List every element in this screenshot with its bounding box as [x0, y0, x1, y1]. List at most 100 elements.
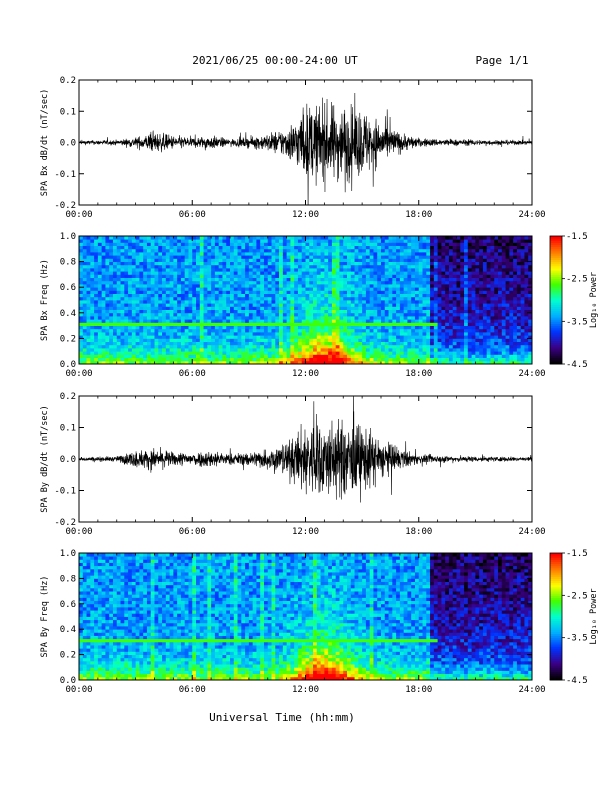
spectrogram-cell [365, 351, 371, 355]
spectrogram-cell [509, 344, 514, 349]
spectrogram-cell [188, 341, 193, 346]
spectrogram-cell [105, 296, 110, 301]
spectrogram-cell [86, 354, 91, 358]
spectrogram-cell [392, 328, 397, 333]
spectrogram-cell [290, 287, 295, 291]
spectrogram-cell [369, 239, 374, 243]
spectrogram-cell [520, 312, 525, 317]
spectrogram-cell [388, 351, 393, 355]
spectrogram-cell [105, 338, 110, 342]
x-tick-label: 06:00 [179, 210, 206, 220]
spectrogram-cell [211, 309, 216, 314]
spectrogram-cell [256, 319, 261, 323]
spectrogram-cell [456, 242, 461, 246]
spectrogram-cell [494, 255, 499, 259]
spectrogram-cell [373, 319, 378, 323]
spectrogram-cell [79, 328, 84, 333]
spectrogram-cell [516, 258, 522, 262]
spectrogram-cell [358, 360, 363, 365]
spectrogram-cell [403, 335, 408, 339]
spectrogram-cell [479, 332, 484, 336]
spectrogram-cell [245, 354, 250, 358]
spectrogram-cell [320, 296, 325, 301]
spectrogram-cell [79, 332, 84, 336]
spectrogram-cell [188, 290, 193, 294]
spectrogram-cell [418, 300, 423, 304]
spectrogram-cell [237, 258, 242, 262]
spectrogram-cell [86, 303, 91, 307]
spectrogram-cell [177, 255, 182, 259]
spectrogram-cell [335, 319, 340, 323]
spectrogram-cell [196, 357, 201, 362]
spectrogram-cell [399, 261, 405, 266]
spectrogram-cell [509, 335, 514, 339]
spectrogram-cell [464, 312, 469, 317]
spectrogram-cell [245, 242, 250, 246]
spectrogram-cell [516, 312, 522, 317]
spectrogram-cell [222, 316, 227, 320]
spectrogram-cell [467, 261, 472, 266]
spectrogram-cell [392, 341, 397, 346]
spectrogram-cell [452, 268, 457, 272]
spectrogram-cell [403, 261, 408, 266]
spectrogram-cell [248, 280, 254, 285]
spectrogram-cell [192, 338, 197, 342]
y-axis-label: SPA Bx dB/dt (nT/sec) [40, 89, 50, 196]
spectrogram-cell [339, 338, 344, 342]
spectrogram-cell [199, 357, 204, 362]
colorbar-swatch [550, 285, 562, 288]
spectrogram-cell [414, 335, 420, 339]
spectrogram-cell [354, 316, 359, 320]
spectrogram-cell [203, 300, 208, 304]
spectrogram-cell [101, 245, 106, 250]
spectrogram-cell [430, 280, 435, 285]
spectrogram-cell [97, 344, 103, 349]
spectrogram-cell [256, 296, 261, 301]
spectrogram-cell [150, 284, 155, 288]
spectrogram-cell [271, 287, 276, 291]
spectrogram-cell [105, 348, 110, 352]
spectrogram-cell [324, 341, 329, 346]
spectrogram-cell [199, 268, 204, 272]
spectrogram-cell [460, 303, 465, 307]
spectrogram-cell [241, 277, 246, 282]
spectrogram-cell [290, 316, 295, 320]
spectrogram-cell [490, 303, 495, 307]
spectrogram-cell [335, 290, 340, 294]
spectrogram-cell [339, 348, 344, 352]
spectrogram-cell [188, 248, 193, 253]
spectrogram-cell [320, 268, 325, 272]
spectrogram-cell [252, 258, 257, 262]
spectrogram-cell [241, 341, 246, 346]
spectrogram-cell [196, 239, 201, 243]
spectrogram-cell [256, 242, 261, 246]
spectrogram-cell [154, 293, 159, 298]
spectrogram-cell [464, 245, 469, 250]
spectrogram-cell [362, 261, 367, 266]
spectrogram-cell [456, 274, 461, 278]
spectrogram-cell [241, 303, 246, 307]
spectrogram-cell [411, 338, 416, 342]
spectrogram-cell [365, 258, 371, 262]
spectrogram-cell [407, 325, 412, 330]
spectrogram-cell [271, 296, 276, 301]
spectrogram-cell [498, 341, 503, 346]
spectrogram-cell [392, 354, 397, 358]
spectrogram-cell [452, 357, 457, 362]
spectrogram-cell [486, 284, 491, 288]
spectrogram-cell [354, 239, 359, 243]
spectrogram-cell [369, 252, 374, 256]
spectrogram-cell [154, 360, 159, 365]
spectrogram-cell [320, 351, 325, 355]
spectrogram-cell [237, 309, 242, 314]
x-tick-label: 00:00 [65, 210, 92, 220]
spectrogram-cell [460, 357, 465, 362]
spectrogram-cell [313, 287, 318, 291]
spectrogram-cell [290, 293, 295, 298]
spectrogram-cell [418, 258, 423, 262]
colorbar-swatch [550, 332, 562, 335]
spectrogram-cell [399, 303, 405, 307]
spectrogram-cell [199, 248, 204, 253]
spectrogram-cell [143, 274, 148, 278]
